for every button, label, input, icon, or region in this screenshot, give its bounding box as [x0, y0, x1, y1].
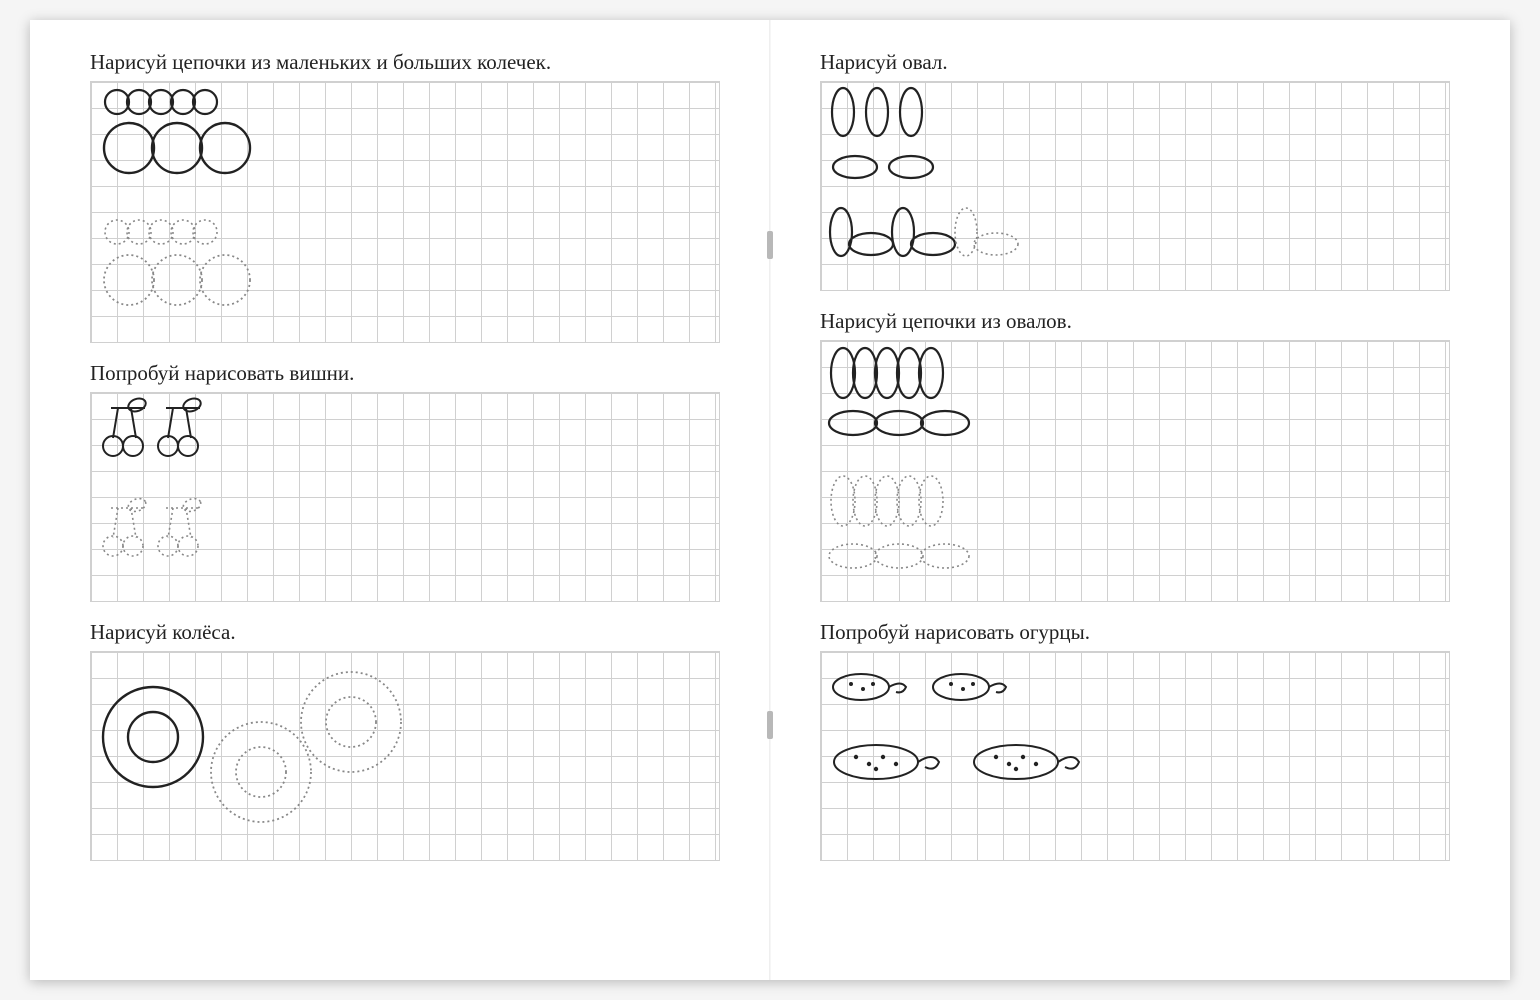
prompt-oval-chains: Нарисуй цепочки из овалов.: [820, 309, 1450, 334]
oval-drawing: [821, 82, 1449, 290]
prompt-oval: Нарисуй овал.: [820, 50, 1450, 75]
workbook-spread: Нарисуй цепочки из маленьких и больших к…: [30, 20, 1510, 980]
exercise-oval: Нарисуй овал.: [820, 50, 1450, 291]
grid-cucumbers: [820, 651, 1450, 861]
right-page: Нарисуй овал.: [770, 20, 1510, 980]
prompt-cherries: Попробуй нарисовать вишни.: [90, 361, 720, 386]
prompt-rings: Нарисуй цепочки из маленьких и больших к…: [90, 50, 720, 75]
grid-rings: [90, 81, 720, 343]
exercise-cucumbers: Попробуй нарисовать огурцы.: [820, 620, 1450, 861]
oval-chains-drawing: [821, 341, 1449, 601]
grid-oval-chains: [820, 340, 1450, 602]
exercise-cherries: Попробуй нарисовать вишни.: [90, 361, 720, 602]
wheels-drawing: [91, 652, 719, 860]
prompt-wheels: Нарисуй колёса.: [90, 620, 720, 645]
grid-oval: [820, 81, 1450, 291]
prompt-cucumbers: Попробуй нарисовать огурцы.: [820, 620, 1450, 645]
grid-cherries: [90, 392, 720, 602]
grid-wheels: [90, 651, 720, 861]
exercise-oval-chains: Нарисуй цепочки из овалов.: [820, 309, 1450, 602]
exercise-wheels: Нарисуй колёса.: [90, 620, 720, 861]
left-page: Нарисуй цепочки из маленьких и больших к…: [30, 20, 770, 980]
exercise-rings: Нарисуй цепочки из маленьких и больших к…: [90, 50, 720, 343]
cucumbers-drawing: [821, 652, 1449, 860]
rings-drawing: [91, 82, 719, 342]
cherries-drawing: [91, 393, 719, 601]
